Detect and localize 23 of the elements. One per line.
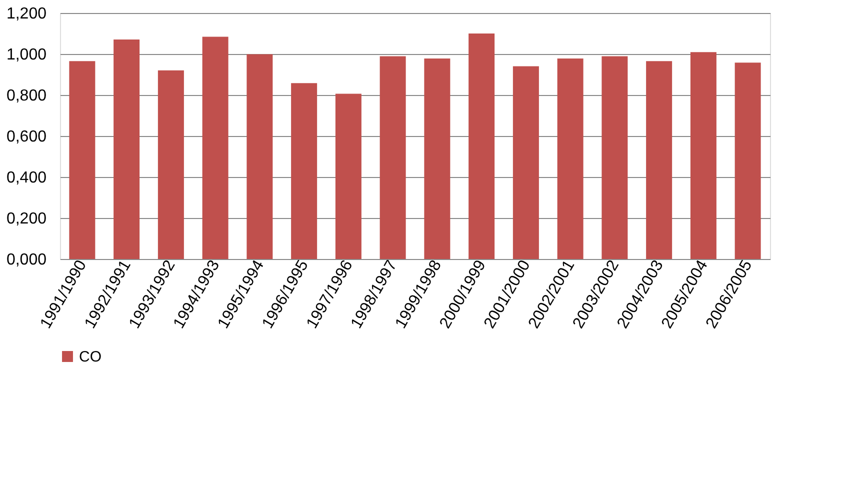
bar [734,62,761,259]
bar [646,61,672,259]
bar [114,39,140,259]
bar [291,83,318,259]
bar [202,36,228,259]
bar [158,70,184,259]
legend-label: CO [79,348,102,366]
bar [468,34,495,259]
y-tick-label: 0,600 [6,128,47,146]
bar [380,56,406,259]
bar [424,58,450,259]
bar [335,94,362,259]
y-tick-label: 0,800 [6,88,47,104]
bar [69,61,96,259]
y-tick-label: 1,000 [6,46,47,64]
y-tick-label: 0,400 [6,170,47,186]
y-tick-label: 1,200 [6,6,47,22]
bar [690,52,716,259]
y-tick-label: 0,200 [6,210,47,228]
bar [602,56,628,259]
bar [557,58,584,259]
bar [246,54,273,259]
bar [512,66,539,259]
